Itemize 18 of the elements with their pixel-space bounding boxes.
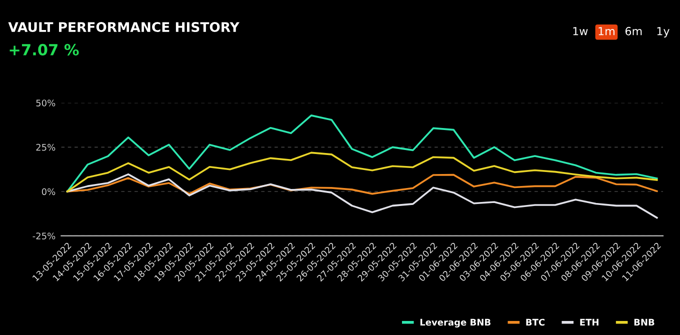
legend-label: ETH — [580, 318, 598, 326]
y-tick-label: -25% — [32, 232, 56, 240]
chart-title: VAULT PERFORMANCE HISTORY — [8, 22, 240, 32]
text: 1y — [657, 27, 670, 38]
legend-label: BTC — [526, 318, 544, 326]
legend-label: BNB — [634, 318, 654, 326]
y-tick-label: 50% — [36, 100, 56, 106]
text: 1m — [598, 27, 614, 36]
line-series — [66, 173, 658, 219]
y-tick-label: 25% — [36, 144, 56, 151]
line-series — [66, 152, 658, 192]
y-tick-label: 0% — [42, 188, 56, 196]
line-series — [66, 114, 658, 192]
text: 1w — [573, 27, 588, 36]
text: 6m — [625, 26, 642, 36]
chart-subtitle: +7.07 % — [10, 44, 79, 56]
line-series — [66, 174, 658, 195]
legend-label: Leverage BNB — [420, 318, 490, 328]
